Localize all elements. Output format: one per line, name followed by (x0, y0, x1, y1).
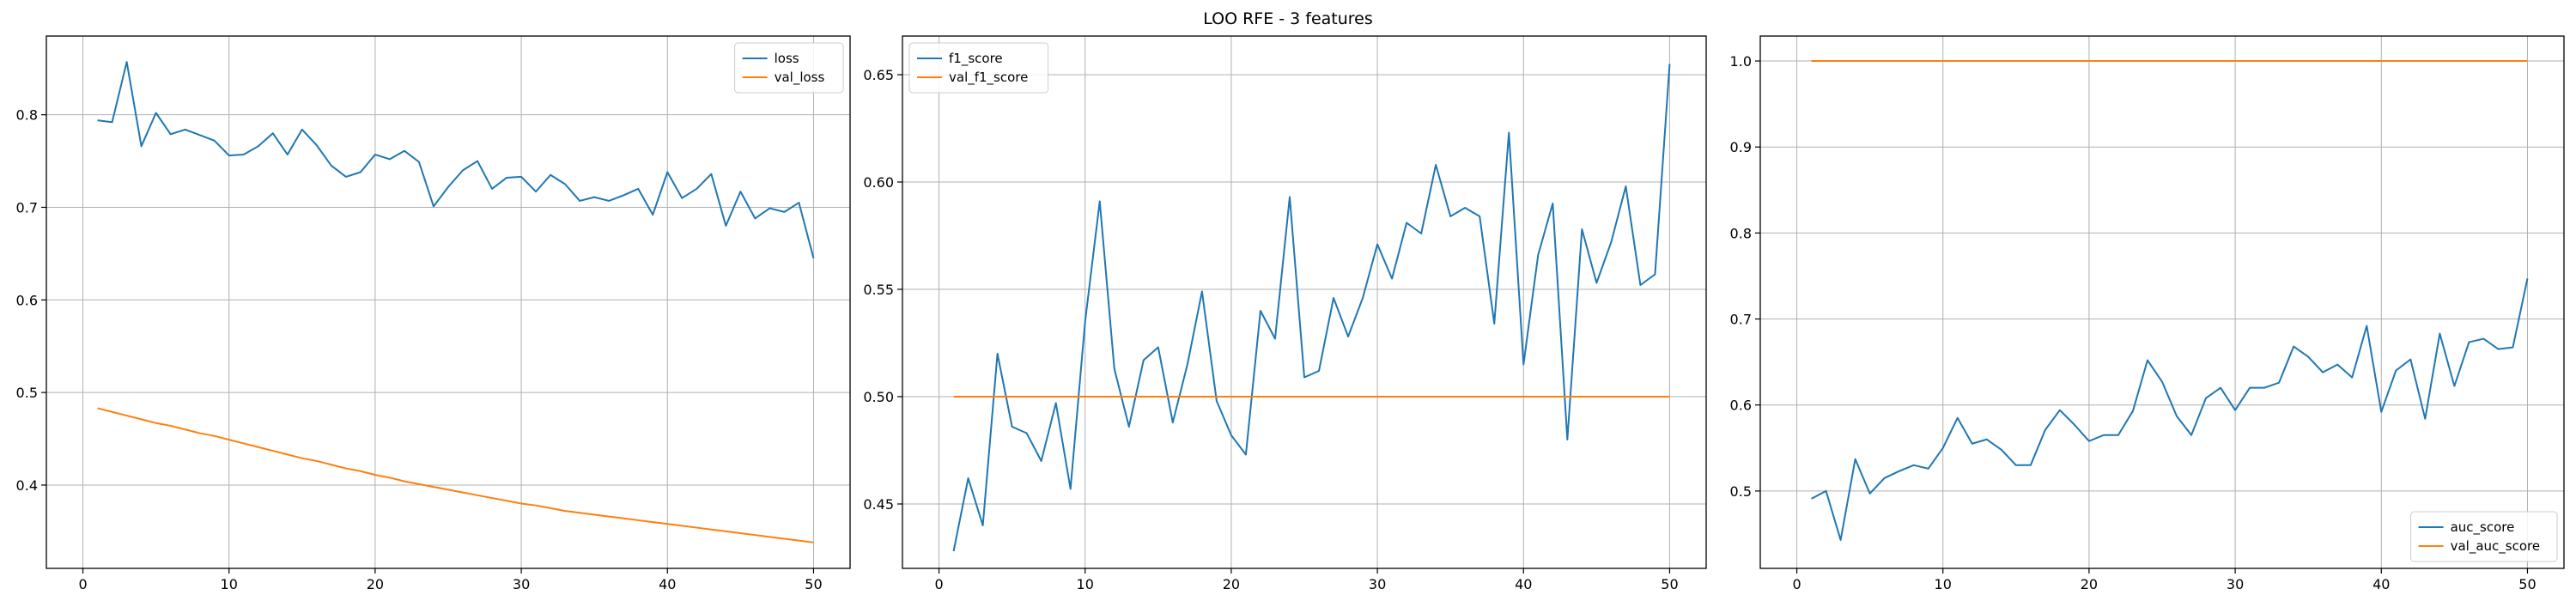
y-tick-label: 0.5 (1730, 483, 1752, 500)
legend-label-val_loss: val_loss (775, 70, 825, 86)
legend-label-val_f1_score: val_f1_score (949, 70, 1028, 86)
legend-label-loss: loss (775, 51, 799, 66)
legend: auc_score val_auc_score (2410, 511, 2558, 562)
x-tick-label: 0 (78, 576, 87, 592)
legend-label-f1_score: f1_score (949, 51, 1003, 67)
y-tick-label: 0.4 (16, 477, 38, 494)
subplot-1: 0 10 20 30 40 50 0.4 0.5 0.6 0.7 0.8 loss val_loss (16, 35, 851, 592)
x-tick-label: 10 (1935, 576, 1952, 592)
series-line-loss (97, 61, 815, 259)
x-tick-label: 40 (659, 576, 676, 592)
y-tick-label: 0.8 (16, 107, 38, 124)
y-tick-label: 0.50 (863, 389, 894, 405)
series-line-val_loss (97, 407, 814, 543)
x-tick-label: 30 (1369, 576, 1386, 592)
x-tick-label: 20 (367, 576, 384, 592)
axes-frame (902, 35, 1707, 569)
subplot-2: 0 10 20 30 40 50 0.45 0.50 0.55 0.60 0.65 f1_scorev… (863, 35, 1707, 592)
x-tick-label: 0 (1792, 576, 1801, 592)
y-tick-label: 0.65 (863, 67, 894, 83)
y-tick-label: 0.5 (16, 385, 38, 401)
x-tick-label: 30 (2227, 576, 2244, 592)
figure-title: LOO RFE - 3 features (1203, 9, 1373, 28)
x-tick-label: 10 (1077, 576, 1094, 592)
y-tick-label: 0.6 (1730, 398, 1752, 414)
subplots-container: 0 10 20 30 40 50 0.4 0.5 0.6 0.7 0.8 loss val_loss 0 1… (16, 35, 2565, 592)
legend-box (908, 42, 1049, 94)
x-tick-label: 10 (221, 576, 238, 592)
y-tick-label: 0.8 (1730, 225, 1752, 241)
y-tick-label: 0.7 (16, 199, 38, 216)
x-tick-label: 30 (513, 576, 530, 592)
legend-box (734, 42, 844, 94)
y-tick-label: 1.0 (1730, 53, 1752, 70)
legend-label-val_auc_score: val_auc_score (2451, 538, 2541, 555)
x-tick-label: 40 (2372, 576, 2390, 592)
legend-label-auc_score: auc_score (2451, 519, 2515, 536)
y-tick-label: 0.45 (863, 496, 894, 513)
x-tick-label: 50 (1661, 576, 1678, 592)
y-tick-label: 0.6 (16, 292, 38, 308)
x-tick-label: 20 (1223, 576, 1240, 592)
legend: f1_score val_f1_score (908, 42, 1049, 94)
x-tick-label: 0 (934, 576, 943, 592)
axes-frame (46, 35, 851, 569)
x-tick-label: 20 (2081, 576, 2098, 592)
y-tick-label: 0.55 (863, 282, 894, 298)
legend: loss val_loss (734, 42, 844, 94)
y-tick-label: 0.7 (1730, 312, 1752, 328)
x-tick-label: 50 (2518, 576, 2536, 592)
x-tick-label: 50 (805, 576, 822, 592)
y-tick-label: 0.60 (863, 174, 894, 191)
y-tick-label: 0.9 (1730, 139, 1752, 155)
legend-box (2410, 511, 2558, 562)
axes-frame (1759, 35, 2565, 569)
subplot-3: 0 10 20 30 40 50 0.5 0.6 0.7 0.8 0.9 1.0 auc_scoreva… (1730, 35, 2565, 592)
series-line-auc_score (1811, 278, 2529, 541)
series-line-f1_score (952, 64, 1671, 552)
x-tick-label: 40 (1515, 576, 1532, 592)
